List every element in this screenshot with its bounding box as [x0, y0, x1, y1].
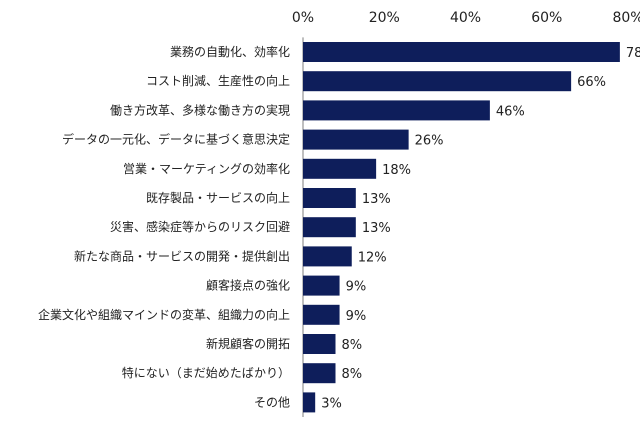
value-label: 8% — [342, 338, 363, 353]
value-label: 18% — [382, 163, 411, 178]
category-label: 新たな商品・サービスの開発・提供創出 — [74, 248, 290, 263]
bar — [303, 334, 336, 354]
value-label: 13% — [362, 192, 391, 207]
bar — [303, 363, 336, 384]
category-label: 企業文化や組織マインドの変革、組織力の向上 — [38, 307, 290, 322]
value-label: 9% — [346, 280, 367, 295]
category-label: 災害、感染症等からのリスク回避 — [110, 219, 290, 234]
bar — [303, 304, 340, 325]
category-label: データの一元化、データに基づく意思決定 — [62, 132, 290, 147]
value-label: 66% — [577, 75, 606, 90]
category-label: 営業・マーケティングの効率化 — [123, 161, 290, 176]
bar — [303, 246, 352, 267]
x-tick-label: 0% — [292, 10, 314, 26]
x-axis-ticks: 0% 20% 40% 60% 80% — [292, 10, 640, 26]
value-label: 8% — [342, 367, 363, 382]
category-label: 働き方改革、多様な働き方の実現 — [110, 102, 290, 117]
category-labels: 業務の自動化、効率化コスト削減、生産性の向上働き方改革、多様な働き方の実現データ… — [38, 44, 290, 409]
x-tick-label: 80% — [612, 10, 640, 26]
bar — [303, 158, 377, 179]
bar — [303, 129, 409, 150]
category-label: 特にない（まだ始めたばかり） — [122, 365, 290, 380]
bar — [303, 275, 340, 296]
value-label: 12% — [358, 250, 387, 265]
bar — [303, 100, 490, 121]
value-label: 46% — [496, 104, 525, 119]
category-label: コスト削減、生産性の向上 — [146, 73, 290, 88]
x-tick-label: 20% — [369, 10, 400, 26]
category-label: 顧客接点の強化 — [206, 278, 290, 293]
value-label: 9% — [346, 309, 367, 324]
value-label: 13% — [362, 221, 391, 236]
x-tick-label: 40% — [450, 10, 481, 26]
bar — [303, 188, 356, 208]
category-label: 業務の自動化、効率化 — [170, 44, 290, 59]
value-label: 3% — [321, 396, 342, 411]
bar — [303, 392, 316, 413]
bar — [303, 42, 620, 62]
bar — [303, 217, 356, 238]
bars — [303, 42, 620, 413]
category-label: その他 — [254, 395, 290, 409]
bar — [303, 71, 572, 92]
category-label: 既存製品・サービスの向上 — [146, 190, 290, 205]
value-label: 26% — [415, 134, 444, 149]
x-tick-label: 60% — [531, 10, 562, 26]
category-label: 新規顧客の開拓 — [206, 336, 290, 351]
value-label: 78 — [626, 46, 640, 61]
